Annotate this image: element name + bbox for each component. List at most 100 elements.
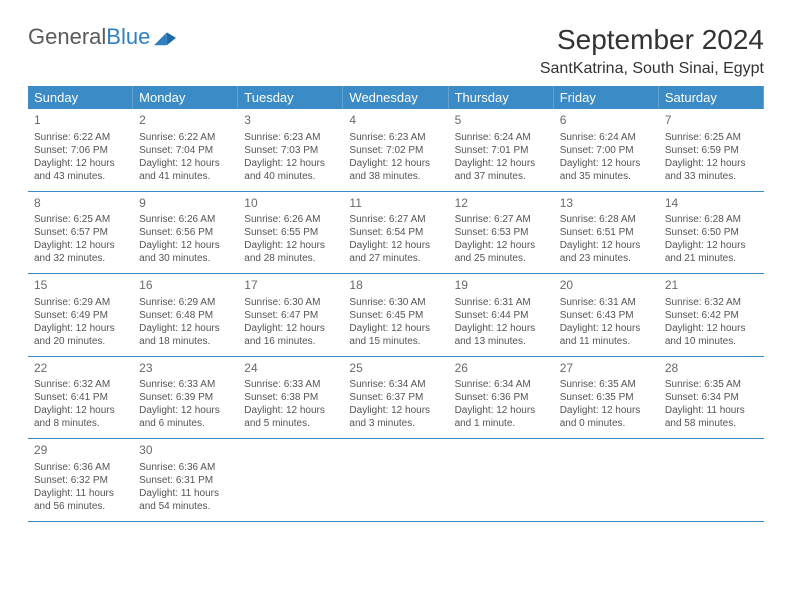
calendar: Sunday Monday Tuesday Wednesday Thursday… — [28, 86, 764, 522]
daylight-text: and 32 minutes. — [34, 252, 127, 265]
sunset-text: Sunset: 6:51 PM — [560, 226, 653, 239]
daylight-text: Daylight: 11 hours — [34, 487, 127, 500]
daylight-text: Daylight: 11 hours — [139, 487, 232, 500]
daylight-text: Daylight: 12 hours — [139, 157, 232, 170]
day-number: 5 — [455, 113, 548, 129]
daylight-text: Daylight: 12 hours — [34, 157, 127, 170]
sunset-text: Sunset: 6:54 PM — [349, 226, 442, 239]
empty-cell — [449, 439, 554, 521]
daylight-text: and 23 minutes. — [560, 252, 653, 265]
empty-cell — [659, 439, 764, 521]
empty-cell — [238, 439, 343, 521]
day-cell: 20Sunrise: 6:31 AMSunset: 6:43 PMDayligh… — [554, 274, 659, 356]
daylight-text: Daylight: 12 hours — [455, 404, 548, 417]
day-header: Tuesday — [238, 86, 343, 109]
daylight-text: and 20 minutes. — [34, 335, 127, 348]
daylight-text: and 6 minutes. — [139, 417, 232, 430]
daylight-text: and 15 minutes. — [349, 335, 442, 348]
sunrise-text: Sunrise: 6:22 AM — [34, 131, 127, 144]
day-cell: 11Sunrise: 6:27 AMSunset: 6:54 PMDayligh… — [343, 192, 448, 274]
day-number: 26 — [455, 361, 548, 377]
sunset-text: Sunset: 6:32 PM — [34, 474, 127, 487]
day-number: 27 — [560, 361, 653, 377]
day-header: Wednesday — [343, 86, 448, 109]
sunrise-text: Sunrise: 6:29 AM — [139, 296, 232, 309]
daylight-text: Daylight: 12 hours — [665, 157, 758, 170]
daylight-text: and 28 minutes. — [244, 252, 337, 265]
sunrise-text: Sunrise: 6:33 AM — [244, 378, 337, 391]
day-header: Monday — [133, 86, 238, 109]
sunset-text: Sunset: 6:31 PM — [139, 474, 232, 487]
day-cell: 3Sunrise: 6:23 AMSunset: 7:03 PMDaylight… — [238, 109, 343, 191]
sunset-text: Sunset: 6:53 PM — [455, 226, 548, 239]
day-number: 7 — [665, 113, 758, 129]
empty-cell — [554, 439, 659, 521]
day-cell: 4Sunrise: 6:23 AMSunset: 7:02 PMDaylight… — [343, 109, 448, 191]
day-cell: 7Sunrise: 6:25 AMSunset: 6:59 PMDaylight… — [659, 109, 764, 191]
daylight-text: and 38 minutes. — [349, 170, 442, 183]
sunrise-text: Sunrise: 6:23 AM — [244, 131, 337, 144]
sunset-text: Sunset: 6:49 PM — [34, 309, 127, 322]
sunrise-text: Sunrise: 6:32 AM — [665, 296, 758, 309]
day-number: 22 — [34, 361, 127, 377]
day-cell: 1Sunrise: 6:22 AMSunset: 7:06 PMDaylight… — [28, 109, 133, 191]
logo-icon — [154, 28, 176, 46]
daylight-text: and 40 minutes. — [244, 170, 337, 183]
sunrise-text: Sunrise: 6:25 AM — [34, 213, 127, 226]
day-cell: 30Sunrise: 6:36 AMSunset: 6:31 PMDayligh… — [133, 439, 238, 521]
sunset-text: Sunset: 7:00 PM — [560, 144, 653, 157]
day-header: Thursday — [449, 86, 554, 109]
daylight-text: Daylight: 12 hours — [455, 322, 548, 335]
sunrise-text: Sunrise: 6:32 AM — [34, 378, 127, 391]
day-cell: 10Sunrise: 6:26 AMSunset: 6:55 PMDayligh… — [238, 192, 343, 274]
day-number: 6 — [560, 113, 653, 129]
title-block: September 2024 SantKatrina, South Sinai,… — [540, 24, 764, 78]
day-cell: 6Sunrise: 6:24 AMSunset: 7:00 PMDaylight… — [554, 109, 659, 191]
day-number: 3 — [244, 113, 337, 129]
sunrise-text: Sunrise: 6:31 AM — [560, 296, 653, 309]
day-number: 23 — [139, 361, 232, 377]
sunrise-text: Sunrise: 6:33 AM — [139, 378, 232, 391]
sunset-text: Sunset: 6:55 PM — [244, 226, 337, 239]
sunset-text: Sunset: 7:01 PM — [455, 144, 548, 157]
day-cell: 12Sunrise: 6:27 AMSunset: 6:53 PMDayligh… — [449, 192, 554, 274]
day-cell: 23Sunrise: 6:33 AMSunset: 6:39 PMDayligh… — [133, 357, 238, 439]
daylight-text: Daylight: 12 hours — [139, 239, 232, 252]
daylight-text: Daylight: 12 hours — [349, 404, 442, 417]
day-cell: 27Sunrise: 6:35 AMSunset: 6:35 PMDayligh… — [554, 357, 659, 439]
week-row: 8Sunrise: 6:25 AMSunset: 6:57 PMDaylight… — [28, 192, 764, 275]
daylight-text: Daylight: 12 hours — [34, 322, 127, 335]
daylight-text: and 35 minutes. — [560, 170, 653, 183]
day-number: 11 — [349, 196, 442, 212]
daylight-text: Daylight: 12 hours — [139, 322, 232, 335]
daylight-text: Daylight: 12 hours — [34, 239, 127, 252]
daylight-text: Daylight: 12 hours — [560, 322, 653, 335]
empty-cell — [343, 439, 448, 521]
daylight-text: Daylight: 12 hours — [244, 239, 337, 252]
sunset-text: Sunset: 6:42 PM — [665, 309, 758, 322]
sunset-text: Sunset: 6:39 PM — [139, 391, 232, 404]
daylight-text: and 16 minutes. — [244, 335, 337, 348]
day-cell: 25Sunrise: 6:34 AMSunset: 6:37 PMDayligh… — [343, 357, 448, 439]
day-cell: 5Sunrise: 6:24 AMSunset: 7:01 PMDaylight… — [449, 109, 554, 191]
sunrise-text: Sunrise: 6:30 AM — [349, 296, 442, 309]
month-title: September 2024 — [540, 24, 764, 56]
sunrise-text: Sunrise: 6:27 AM — [455, 213, 548, 226]
day-number: 10 — [244, 196, 337, 212]
daylight-text: Daylight: 12 hours — [34, 404, 127, 417]
daylight-text: and 30 minutes. — [139, 252, 232, 265]
sunrise-text: Sunrise: 6:30 AM — [244, 296, 337, 309]
sunrise-text: Sunrise: 6:36 AM — [139, 461, 232, 474]
daylight-text: Daylight: 12 hours — [665, 239, 758, 252]
day-header: Sunday — [28, 86, 133, 109]
daylight-text: and 56 minutes. — [34, 500, 127, 513]
day-header: Friday — [554, 86, 659, 109]
daylight-text: and 41 minutes. — [139, 170, 232, 183]
sunset-text: Sunset: 6:57 PM — [34, 226, 127, 239]
daylight-text: and 11 minutes. — [560, 335, 653, 348]
daylight-text: Daylight: 12 hours — [349, 322, 442, 335]
sunset-text: Sunset: 6:38 PM — [244, 391, 337, 404]
day-cell: 22Sunrise: 6:32 AMSunset: 6:41 PMDayligh… — [28, 357, 133, 439]
sunrise-text: Sunrise: 6:29 AM — [34, 296, 127, 309]
logo-text-1: General — [28, 24, 106, 50]
